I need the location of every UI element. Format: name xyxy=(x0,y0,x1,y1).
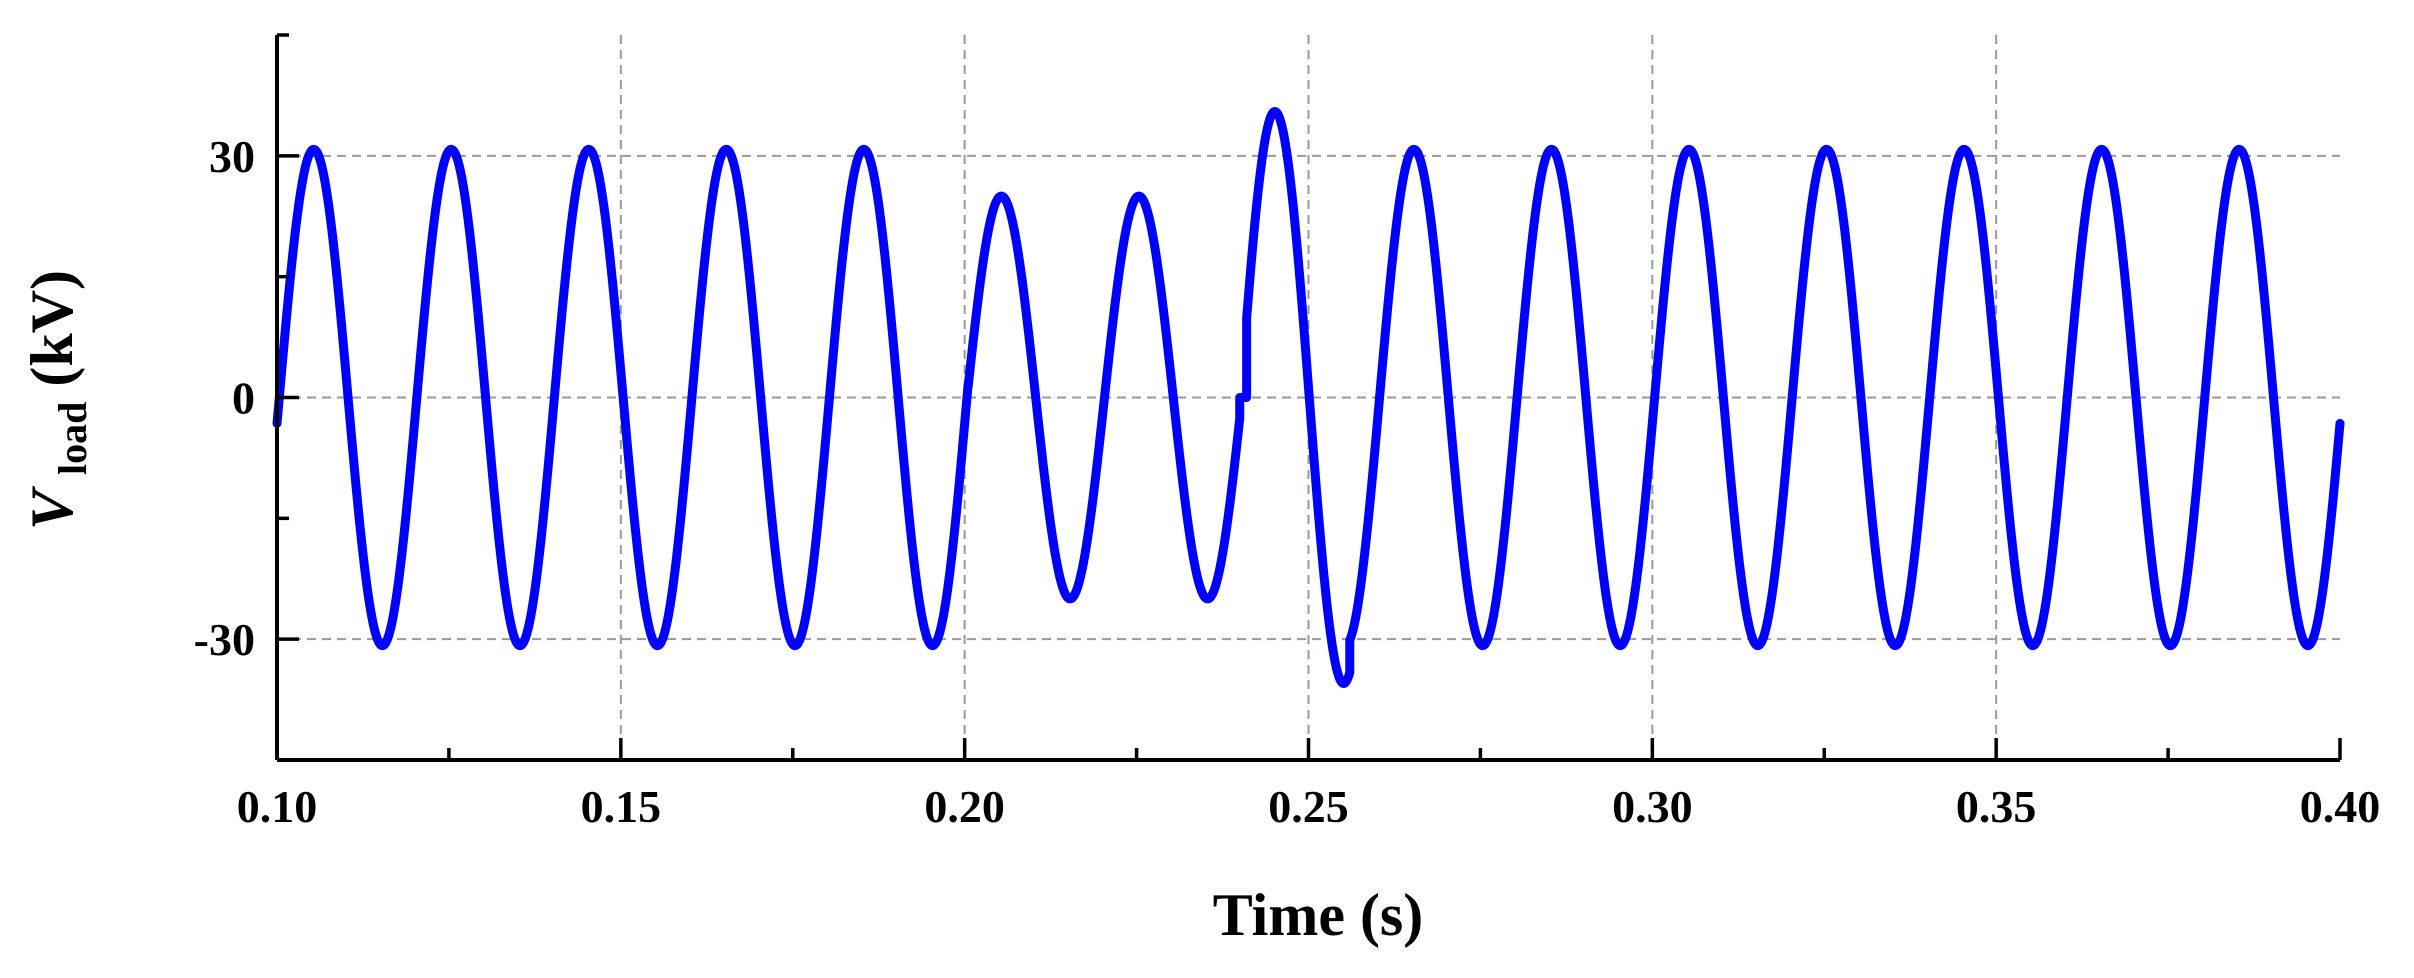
series-line xyxy=(272,107,2345,688)
axes xyxy=(275,33,2342,762)
y-tick-label: -30 xyxy=(194,614,255,665)
x-tick-label: 0.40 xyxy=(2300,781,2381,832)
y-axis-symbol: V xyxy=(19,485,85,530)
x-tick-label: 0.10 xyxy=(237,781,318,832)
x-tick-label: 0.30 xyxy=(1612,781,1693,832)
x-tick-label: 0.35 xyxy=(1956,781,2037,832)
series-layer xyxy=(272,107,2345,688)
x-tick-label: 0.25 xyxy=(1268,781,1349,832)
y-axis-subscript: load xyxy=(50,402,95,475)
x-axis-title: Time (s) xyxy=(1213,882,1424,948)
y-tick-label: 30 xyxy=(209,131,255,182)
tick-labels: 0.10 0.15 0.20 0.25 0.30 0.35 0.40 -30 0 30 xyxy=(194,131,2381,832)
y-tick-label: 0 xyxy=(232,373,255,424)
x-tick-label: 0.20 xyxy=(924,781,1005,832)
y-axis-unit: (kV) xyxy=(19,270,85,387)
x-tick-label: 0.15 xyxy=(581,781,662,832)
y-axis-title: V load (kV) xyxy=(19,270,99,530)
